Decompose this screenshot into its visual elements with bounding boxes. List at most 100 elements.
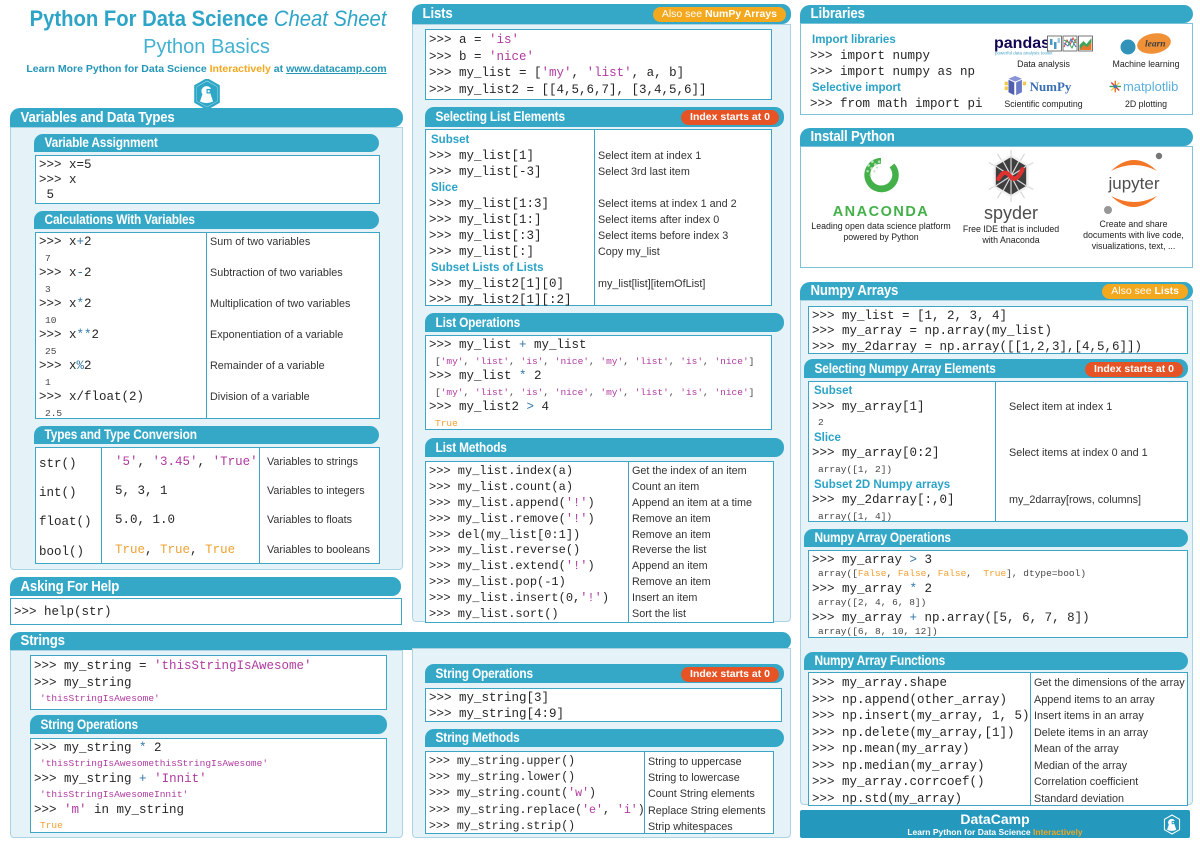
code-line: array([1, 4]) [818,510,893,522]
anaconda-name: ANACONDA [832,204,930,220]
code-box-lists-intro: >>> a = 'is' >>> b = 'nice' >>> my_list = … [425,29,772,100]
code-line: '5', '3.45', 'True' [115,455,258,469]
section-title: String Operations [435,666,534,681]
table-col-code: Subset >>> my_list[1] >>> my_list[-3] Slice… [426,130,595,308]
section-bar-libraries: Libraries [800,5,1193,23]
description-line: Reverse the list [632,544,707,557]
code-line [598,132,771,148]
code-line [1009,462,1187,478]
description-line: Count String elements [648,788,755,801]
description-line: Get the index of an item [632,465,747,477]
table-selecting-list: Subset >>> my_list[1] >>> my_list[-3] Slice… [425,129,772,308]
section-title: Calculations With Variables [44,212,195,227]
code-line: >>> my_list[:] [429,245,535,260]
description-line: Delete items in an array [1034,726,1149,739]
section-title: Types and Type Conversion [44,427,197,442]
code-line [210,375,379,391]
code-line: >>> my_string [34,675,132,690]
tagline-at: at [273,63,284,75]
page-title-bold: Python For Data Science [29,6,269,31]
code-line: >>> my_list.extend('!') [429,559,595,574]
panel-strings: >>> my_string = 'thisStringIsAwesome' >>>… [10,650,403,838]
table-selecting-numpy: Subset >>> my_array[1] 2 Slice >>> my_array[… [808,381,1188,522]
description-line: Variables to integers [267,485,365,498]
subsection-bar-variable-assignment: Variable Assignment [34,134,379,152]
code-label-line: Selective import [812,82,901,94]
subsection-bar-string-operations-mid: String Operations Index starts at 0 [425,664,784,683]
badge-index-starts-0: Index starts at 0 [681,666,779,682]
table-string-methods: >>> my_string.upper() >>> my_string.lower… [425,751,774,834]
footer-tagline: Learn Python for Data Science Interactiv… [800,828,1190,837]
subsection-bar-list-operations: List Operations [425,313,784,332]
code-label-line: Slice [814,431,841,444]
subsection-bar-types: Types and Type Conversion [34,426,379,444]
library-caption: Data analysis [1017,59,1070,69]
description-line: Sum of two variables [210,236,311,248]
table-types: str() int() float() bool() '5', '3.45', 'Tr… [35,447,380,564]
code-label-line: Slice [431,182,458,195]
section-title: List Operations [435,315,521,330]
code-line: True [40,819,63,831]
table-col-code: Subset >>> my_array[1] 2 Slice >>> my_array[… [809,382,996,522]
description-line: Select item at index 1 [598,150,702,163]
svg-text:NumPy: NumPy [1029,79,1071,94]
table-col-code: >>> x+2 7 >>> x-2 3 >>> x*2 10 >>> x**2 25 >>> x… [36,233,207,419]
code-line [1009,384,1187,400]
code-line: True, True, True [115,542,236,557]
page-title: Python For Data Science Cheat Sheet [29,6,387,32]
description-line: my_list[list][itemOfList] [598,278,706,291]
code-line: >>> my_list.index(a) [429,464,574,478]
code-line: >>> my_array[1] [812,399,925,414]
description-line: my_2darray[rows, columns] [1009,494,1142,507]
install-jupyter: jupyter Create and share documents with … [1075,147,1192,252]
description-line: Select items before index 3 [598,230,729,243]
install-anaconda: ANACONDA Leading open data science platf… [803,153,959,243]
code-line: >>> my_list[:3] [429,229,542,244]
table-col-description: Get the index of an item Count an item App… [629,462,773,622]
code-line: 3 [45,283,51,295]
badge-bold: NumPy Arrays [705,7,777,20]
table-col-function: str() int() float() bool() [36,448,102,563]
subsection-bar-numpy-operations: Numpy Array Operations [804,529,1188,547]
code-line: >>> my_list2 > 4 [429,400,550,414]
description-line: Insert an item [632,592,698,605]
box-libraries: Import libraries >>> import numpy >>> impo… [800,23,1193,115]
code-line: array([1, 2]) [818,463,893,475]
table-col-code: >>> my_string.upper() >>> my_string.lower… [426,752,645,833]
section-bar-strings: Strings [10,632,791,650]
panel-variables: Variable Assignment >>> x=5 >>> x 5 Calcu… [10,127,403,570]
table-calculations: >>> x+2 7 >>> x-2 3 >>> x*2 10 >>> x**2 25 >>> x… [35,232,380,419]
code-line: >>> my_array * 2 [812,581,933,596]
code-line: >>> import numpy [810,49,931,63]
badge-prefix: Also see [1111,285,1155,297]
code-line: int() [39,486,77,501]
subsection-bar-string-operations: String Operations [30,715,387,734]
code-line [598,180,771,196]
description-line: Select items at index 0 and 1 [1009,447,1148,460]
code-line: >>> my_list.insert(0,'!') [429,591,610,606]
description-line: Remainder of a variable [210,360,325,373]
code-line: >>> help(str) [14,605,112,619]
code-line: >>> my_list2[1][:2] [429,293,572,308]
code-line: >>> b = 'nice' [429,49,535,64]
code-line: >>> my_string.lower() [429,771,576,785]
panel-numpy: >>> my_list = [1, 2, 3, 4] >>> my_array =… [800,300,1193,806]
code-line [210,344,379,360]
table-numpy-functions: >>> my_array.shape >>> np.append(other_ar… [808,672,1188,806]
description-line: Append an item at a time [632,496,753,509]
page-subtitle: Python Basics [143,36,270,58]
code-line: >>> my_list.append('!') [429,495,595,510]
section-title: String Operations [40,717,139,732]
code-line: 2.5 [45,408,63,420]
footer-tagline-prefix: Learn Python for Data Science [907,827,1031,837]
description-line: Remove an item [632,512,711,525]
section-bar-install-python: Install Python [800,128,1193,146]
code-line: >>> x [39,173,77,187]
subsection-bar-numpy-functions: Numpy Array Functions [804,652,1188,670]
panel-strings-middle: String Operations Index starts at 0 >>> … [412,648,791,838]
code-line: >>> my_list = [1, 2, 3, 4] [812,309,1008,323]
description-line: Variables to floats [267,514,353,527]
install-caption: Create and share documents with live cod… [1083,219,1184,251]
scikit-learn-logo: learn [1101,32,1191,58]
datacamp-link[interactable]: www.datacamp.com [286,63,387,75]
